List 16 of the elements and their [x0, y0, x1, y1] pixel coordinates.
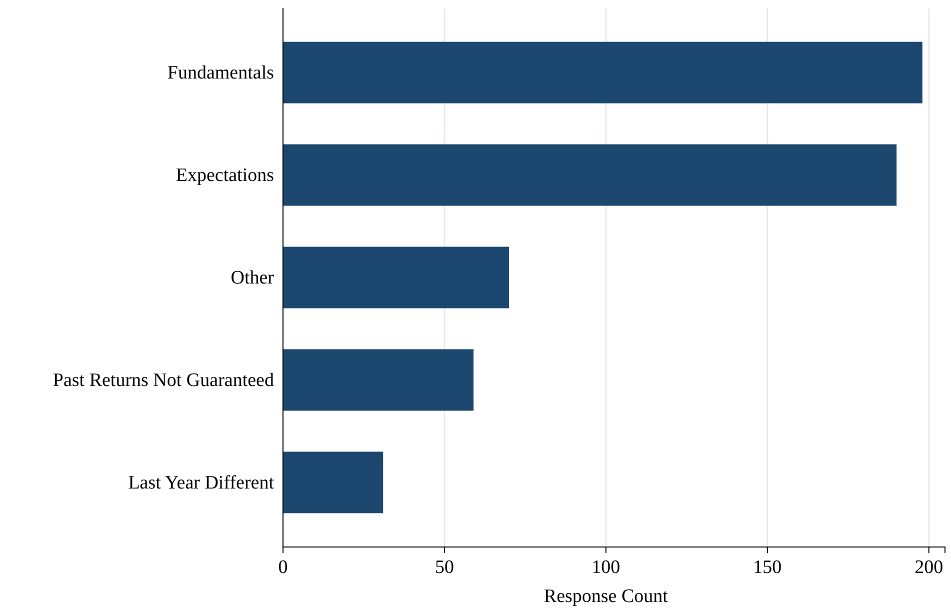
y-tick-label: Last Year Different: [128, 472, 275, 494]
bar: [283, 246, 510, 308]
y-tick-label: Expectations: [176, 165, 274, 186]
bar: [283, 144, 897, 206]
y-tick-label: Fundamentals: [167, 62, 274, 84]
x-tick-label: 200: [914, 557, 944, 578]
bar: [283, 452, 384, 514]
x-tick-label: 100: [592, 557, 620, 578]
y-tick-label: Past Returns Not Guaranteed: [52, 370, 274, 392]
y-tick-label: Other: [230, 268, 275, 289]
x-tick-label: 150: [753, 557, 782, 578]
x-axis-title: Response Count: [544, 586, 669, 607]
bar: [283, 42, 922, 104]
bar: [283, 349, 474, 411]
x-tick-label: 50: [434, 557, 454, 578]
x-tick-label: 0: [278, 557, 288, 578]
